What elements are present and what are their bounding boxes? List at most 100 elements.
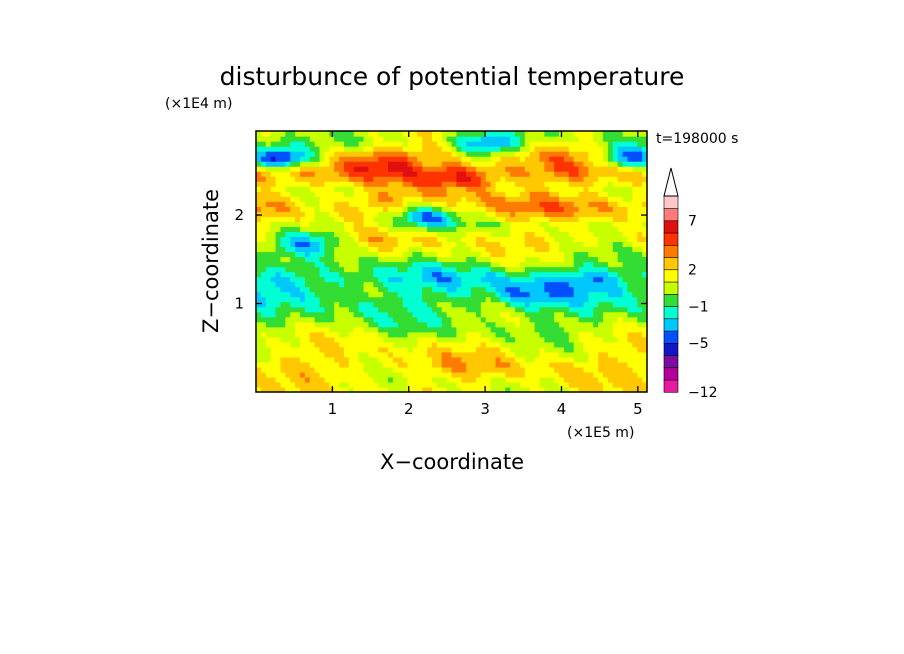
heatmap-cell <box>490 261 497 268</box>
heatmap-cell <box>475 186 482 192</box>
heatmap-cell <box>524 181 531 187</box>
heatmap-cell <box>299 141 306 147</box>
heatmap-cell <box>593 256 599 263</box>
heatmap-cell <box>265 241 272 248</box>
heatmap-cell <box>256 161 262 167</box>
heatmap-cell <box>544 341 550 348</box>
heatmap-cell <box>524 136 531 142</box>
heatmap-cell <box>334 251 340 258</box>
heatmap-cell <box>329 271 335 278</box>
heatmap-cell <box>529 131 536 137</box>
heatmap-cell <box>471 356 477 363</box>
heatmap-cell <box>534 266 541 273</box>
heatmap-cell <box>622 256 629 263</box>
heatmap-cell <box>378 386 384 392</box>
heatmap-cell <box>358 141 365 147</box>
heatmap-cell <box>436 261 443 268</box>
heatmap-cell <box>304 301 311 308</box>
heatmap-cell <box>446 246 453 253</box>
heatmap-cell <box>397 351 404 358</box>
heatmap-cell <box>387 156 394 162</box>
heatmap-cell <box>607 281 614 288</box>
heatmap-cell <box>500 171 506 177</box>
heatmap-cell <box>387 311 394 318</box>
heatmap-cell <box>265 131 272 137</box>
heatmap-cell <box>637 361 643 368</box>
heatmap-cell <box>436 131 443 137</box>
heatmap-cell <box>270 341 277 348</box>
heatmap-cell <box>622 231 629 237</box>
heatmap-cell <box>466 241 472 248</box>
heatmap-cell <box>446 371 453 378</box>
heatmap-cell <box>299 341 306 348</box>
heatmap-cell <box>348 326 355 333</box>
heatmap-cell <box>519 246 526 253</box>
heatmap-cell <box>270 366 277 373</box>
heatmap-cell <box>304 371 311 378</box>
heatmap-cell <box>519 346 526 353</box>
heatmap-cell <box>637 141 643 147</box>
heatmap-cell <box>285 166 291 172</box>
heatmap-cell <box>348 351 355 358</box>
heatmap-cell <box>495 356 501 363</box>
heatmap-cell <box>471 376 477 383</box>
heatmap-cell <box>578 171 585 177</box>
heatmap-cell <box>627 236 633 243</box>
heatmap-cell <box>334 266 340 273</box>
heatmap-cell <box>285 191 291 197</box>
heatmap-cell <box>554 131 560 137</box>
heatmap-cell <box>534 236 541 243</box>
heatmap-cell <box>383 366 389 373</box>
heatmap-cell <box>329 241 335 248</box>
heatmap-cell <box>319 201 326 207</box>
heatmap-cell <box>505 301 511 308</box>
heatmap-cell <box>632 241 638 248</box>
heatmap-cell <box>339 281 345 288</box>
heatmap-cell <box>456 141 462 147</box>
heatmap-cell <box>603 221 609 227</box>
heatmap-cell <box>339 191 345 197</box>
heatmap-cell <box>637 181 643 187</box>
heatmap-cell <box>642 351 647 358</box>
heatmap-cell <box>480 161 487 167</box>
heatmap-cell <box>329 216 335 222</box>
heatmap-cell <box>392 286 399 293</box>
heatmap-cell <box>392 206 399 212</box>
heatmap-cell <box>573 156 580 162</box>
heatmap-cell <box>265 226 272 232</box>
heatmap-cell <box>309 291 316 298</box>
heatmap-cell <box>563 376 570 383</box>
heatmap-cell <box>607 246 614 253</box>
heatmap-cell <box>554 311 560 318</box>
heatmap-cell <box>324 316 330 323</box>
heatmap-cell <box>617 166 624 172</box>
heatmap-cell <box>559 286 565 293</box>
heatmap-cell <box>309 331 316 338</box>
heatmap-cell <box>607 166 614 172</box>
heatmap-cell <box>358 361 365 368</box>
heatmap-cell <box>295 271 301 278</box>
heatmap-cell <box>603 231 609 237</box>
heatmap-cell <box>642 316 647 323</box>
heatmap-cell <box>383 146 389 152</box>
heatmap-cell <box>475 191 482 197</box>
heatmap-cell <box>593 266 599 273</box>
heatmap-cell <box>270 156 277 162</box>
heatmap-cell <box>529 256 536 263</box>
heatmap-cell <box>383 226 389 232</box>
heatmap-cell <box>456 321 462 328</box>
heatmap-cell <box>539 171 545 177</box>
heatmap-cell <box>280 316 286 323</box>
heatmap-cell <box>544 271 550 278</box>
heatmap-cell <box>290 131 296 137</box>
heatmap-cell <box>407 226 413 232</box>
heatmap-cell <box>260 296 267 303</box>
heatmap-cell <box>539 266 545 273</box>
heatmap-cell <box>309 376 316 383</box>
heatmap-cell <box>632 346 638 353</box>
heatmap-cell <box>265 181 272 187</box>
heatmap-cell <box>500 371 506 378</box>
heatmap-cell <box>353 271 360 278</box>
heatmap-cell <box>392 196 399 202</box>
heatmap-cell <box>471 331 477 338</box>
